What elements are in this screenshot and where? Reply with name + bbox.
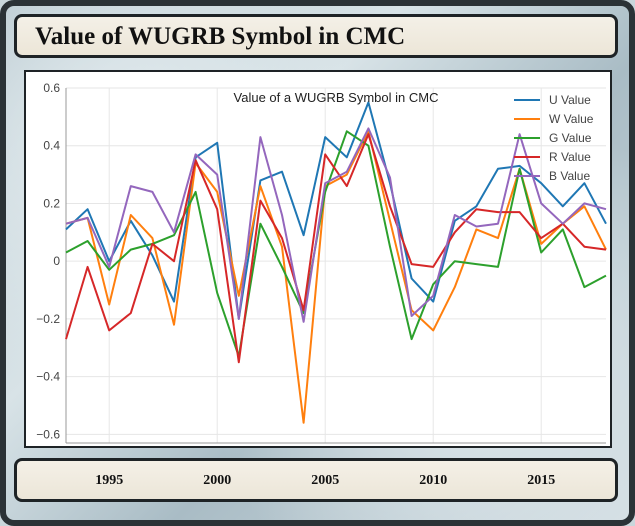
- page-title: Value of WUGRB Symbol in CMC: [35, 23, 406, 50]
- legend-item-r[interactable]: R Value: [514, 150, 591, 164]
- x-tick-label: 1995: [95, 473, 123, 488]
- chart-title: Value of a WUGRB Symbol in CMC: [234, 90, 439, 105]
- y-tick-label: 0: [53, 254, 60, 268]
- legend-label: B Value: [549, 169, 590, 183]
- x-tick-label: 2005: [311, 473, 339, 488]
- series-lines: [65, 101, 607, 424]
- series-line-r[interactable]: [65, 133, 607, 364]
- x-tick-label: 2010: [419, 473, 447, 488]
- legend-item-u[interactable]: U Value: [514, 93, 591, 107]
- series-line-g[interactable]: [65, 130, 607, 358]
- series-line-b[interactable]: [65, 127, 607, 323]
- y-tick-label: 0.4: [43, 139, 60, 153]
- x-tick-label: 2000: [203, 473, 231, 488]
- x-axis-bar: [14, 458, 618, 502]
- legend-label: U Value: [549, 93, 591, 107]
- legend-item-w[interactable]: W Value: [514, 112, 594, 126]
- legend-label: R Value: [549, 150, 591, 164]
- y-axis: 0.6 0.4 0.2 0 −0.2 −0.4 −0.6: [36, 81, 60, 441]
- y-tick-label: −0.6: [36, 427, 60, 441]
- y-tick-label: 0.6: [43, 81, 60, 95]
- legend-label: G Value: [549, 131, 592, 145]
- title-bar: Value of WUGRB Symbol in CMC: [14, 14, 618, 58]
- legend-item-b[interactable]: B Value: [514, 169, 590, 183]
- x-tick-label: 2015: [527, 473, 555, 488]
- legend[interactable]: U Value W Value G Value R Value B Value: [514, 93, 594, 183]
- y-tick-label: 0.2: [43, 196, 60, 210]
- y-tick-label: −0.4: [36, 370, 60, 384]
- legend-item-g[interactable]: G Value: [514, 131, 592, 145]
- grid-lines: [65, 87, 606, 444]
- series-line-w[interactable]: [65, 130, 607, 424]
- series-line-u[interactable]: [65, 101, 607, 320]
- legend-label: W Value: [549, 112, 594, 126]
- y-tick-label: −0.2: [36, 312, 60, 326]
- x-axis: 1995 2000 2005 2010 2015: [95, 473, 555, 488]
